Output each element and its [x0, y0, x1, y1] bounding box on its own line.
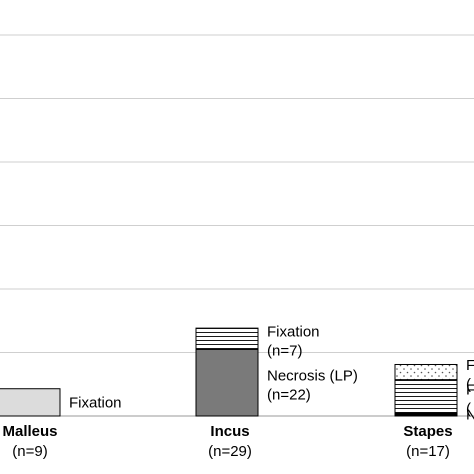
bar-segment-incus-1	[195, 327, 259, 350]
category-n-label: (n=9)	[12, 443, 47, 460]
category-labels: Malleus (n=9) Incus (n=29) Stapes (n=17)	[2, 423, 452, 460]
bar-segment-stapes-2	[394, 363, 458, 381]
segment-label: F	[466, 357, 474, 374]
category-label: Stapes	[403, 423, 452, 440]
segment-label: Necrosis (LP)	[267, 368, 358, 385]
bar-segment-incus-0	[195, 348, 259, 417]
segment-count-label: (n=7)	[267, 343, 302, 360]
bar-segment-stapes-1	[394, 379, 458, 414]
segment-label: F	[466, 381, 474, 398]
segment-label: Fixation	[69, 394, 122, 411]
segment-label: N	[466, 406, 474, 423]
segment-count-label: (	[466, 400, 471, 417]
bar-segment-malleus-0	[0, 388, 61, 417]
category-n-label: (n=29)	[208, 443, 252, 460]
category-label: Incus	[210, 423, 249, 440]
category-label: Malleus	[2, 423, 57, 440]
segment-count-label: (	[466, 376, 471, 393]
segment-label: Fixation	[267, 324, 320, 341]
category-n-label: (n=17)	[406, 443, 450, 460]
segment-count-label: (n=22)	[267, 387, 311, 404]
gridlines	[0, 34, 474, 417]
segment-labels: Fixation Necrosis (LP) (n=22) Fixation (n=7)…	[69, 324, 474, 424]
bars	[0, 327, 458, 417]
